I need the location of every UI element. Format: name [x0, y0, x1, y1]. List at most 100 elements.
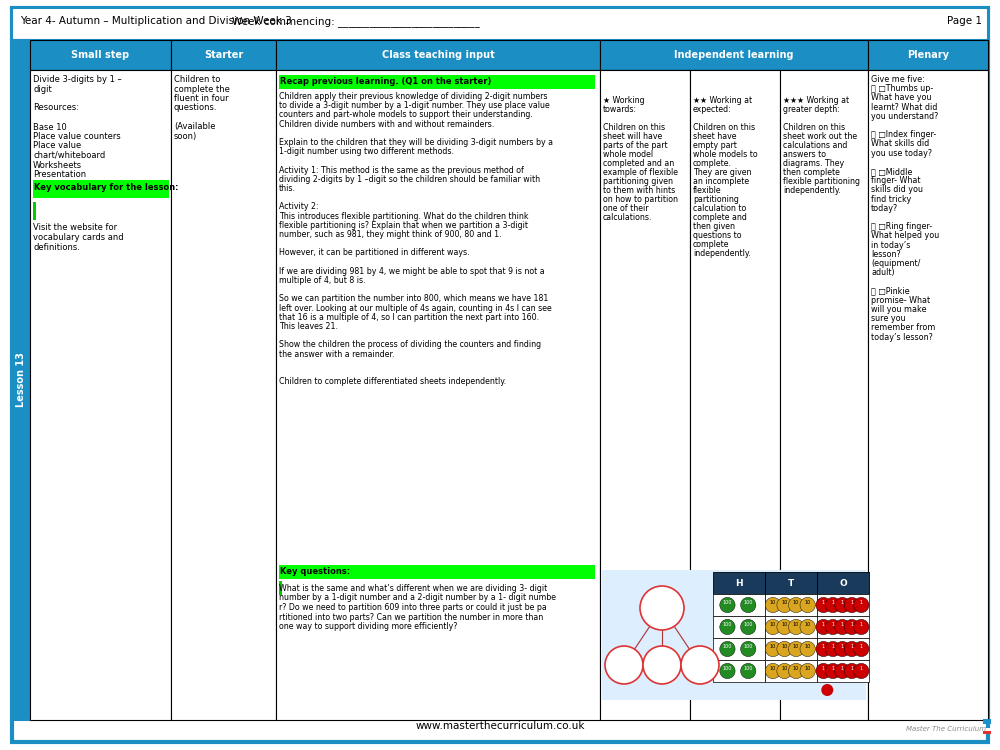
Text: ★★ Working at: ★★ Working at	[693, 96, 752, 105]
Text: example of flexible: example of flexible	[603, 168, 678, 177]
Text: 100: 100	[723, 622, 732, 628]
Text: What skills did: What skills did	[871, 140, 929, 148]
Text: rtitioned into two parts? Can we partition the number in more than: rtitioned into two parts? Can we partiti…	[279, 613, 543, 622]
Circle shape	[777, 597, 792, 613]
Bar	[602, 570, 866, 700]
Circle shape	[681, 646, 719, 684]
Bar	[279, 75, 595, 89]
Text: Children divide numbers with and without remainders.: Children divide numbers with and without…	[279, 119, 494, 128]
Text: the answer with a remainder.: the answer with a remainder.	[279, 350, 394, 358]
Text: ★★★ Working at: ★★★ Working at	[783, 96, 849, 105]
Text: 10: 10	[781, 601, 788, 605]
Bar	[868, 70, 988, 720]
Bar	[817, 594, 869, 616]
Text: O: O	[839, 578, 847, 587]
Bar	[171, 70, 276, 720]
Circle shape	[835, 663, 850, 679]
Text: Small step: Small step	[71, 50, 130, 60]
Text: you use today?: you use today?	[871, 148, 932, 158]
Text: Recap previous learning. (Q1 on the starter): Recap previous learning. (Q1 on the star…	[280, 77, 491, 86]
Circle shape	[765, 641, 781, 657]
Text: sure you: sure you	[871, 314, 906, 323]
Circle shape	[605, 646, 643, 684]
Circle shape	[720, 641, 735, 657]
Text: towards:: towards:	[603, 105, 637, 114]
Text: This introduces flexible partitioning. What do the children think: This introduces flexible partitioning. W…	[279, 211, 528, 220]
Text: Children to complete differentiated sheets independently.: Children to complete differentiated shee…	[279, 377, 506, 386]
Text: whole model: whole model	[603, 150, 653, 159]
Text: complete and: complete and	[693, 213, 747, 222]
Circle shape	[835, 641, 850, 657]
Text: independently.: independently.	[783, 186, 841, 195]
Text: partitioning given: partitioning given	[603, 177, 673, 186]
Text: Activity 2:: Activity 2:	[279, 202, 318, 211]
Text: complete the: complete the	[174, 85, 230, 94]
Text: that 16 is a multiple of 4, so I can partition the next part into 160.: that 16 is a multiple of 4, so I can par…	[279, 313, 539, 322]
Text: What helped you: What helped you	[871, 232, 939, 241]
Circle shape	[821, 684, 833, 696]
Text: fluent in four: fluent in four	[174, 94, 229, 103]
Text: multiple of 4, but 8 is.: multiple of 4, but 8 is.	[279, 276, 366, 285]
Circle shape	[800, 663, 815, 679]
Circle shape	[788, 641, 804, 657]
Text: 1: 1	[822, 622, 825, 628]
Bar	[279, 581, 282, 595]
Circle shape	[835, 620, 850, 634]
Text: ★ Working: ★ Working	[603, 96, 645, 105]
Text: 1: 1	[860, 601, 863, 605]
Circle shape	[800, 597, 815, 613]
Text: vocabulary cards and: vocabulary cards and	[33, 233, 124, 242]
Text: will you make: will you make	[871, 305, 926, 314]
Text: r? Do we need to partition 609 into three parts or could it just be pa: r? Do we need to partition 609 into thre…	[279, 603, 547, 612]
Circle shape	[741, 663, 756, 679]
Text: 1: 1	[860, 622, 863, 628]
Text: today’s lesson?: today’s lesson?	[871, 332, 933, 341]
Text: number by a 1-digit number and a 2-digit number by a 1- digit numbe: number by a 1-digit number and a 2-digit…	[279, 593, 556, 602]
Text: on how to partition: on how to partition	[603, 195, 678, 204]
Text: promise- What: promise- What	[871, 296, 930, 304]
Circle shape	[825, 620, 841, 634]
Text: diagrams. They: diagrams. They	[783, 159, 844, 168]
Text: 100: 100	[744, 667, 753, 671]
Text: 10: 10	[805, 622, 811, 628]
Text: calculation to: calculation to	[693, 204, 746, 213]
Bar	[276, 70, 600, 720]
Text: Base 10: Base 10	[33, 122, 67, 131]
Bar	[33, 179, 169, 197]
Bar	[276, 40, 600, 70]
Circle shape	[643, 646, 681, 684]
Bar	[30, 40, 171, 70]
Text: 1-digit number using two different methods.: 1-digit number using two different metho…	[279, 147, 454, 156]
Text: Working Towards: Working Towards	[601, 76, 689, 86]
Text: (equipment/: (equipment/	[871, 259, 920, 268]
Text: flexible partitioning is? Explain that when we partition a 3-digit: flexible partitioning is? Explain that w…	[279, 220, 528, 230]
Text: answers to: answers to	[783, 150, 826, 159]
Text: flexible: flexible	[693, 186, 722, 195]
Text: ⭐ □Pinkie: ⭐ □Pinkie	[871, 286, 910, 296]
Text: partitioning: partitioning	[693, 195, 739, 204]
Circle shape	[777, 663, 792, 679]
Circle shape	[788, 663, 804, 679]
Text: 10: 10	[770, 644, 776, 650]
Text: www.masterthecurriculum.co.uk: www.masterthecurriculum.co.uk	[415, 721, 585, 731]
Text: 10: 10	[781, 667, 788, 671]
Text: What is the same and what’s different when we are dividing 3- digit: What is the same and what’s different wh…	[279, 584, 547, 593]
Bar	[279, 565, 595, 579]
Text: 1: 1	[822, 601, 825, 605]
Text: Independent learning: Independent learning	[674, 50, 794, 60]
Circle shape	[765, 597, 781, 613]
Text: 100: 100	[723, 644, 732, 650]
Text: 10: 10	[770, 667, 776, 671]
Text: They are given: They are given	[693, 168, 752, 177]
Text: find tricky: find tricky	[871, 194, 911, 203]
Circle shape	[777, 641, 792, 657]
Text: today?: today?	[871, 204, 898, 213]
Text: 10: 10	[805, 667, 811, 671]
Text: 1: 1	[841, 601, 844, 605]
Text: Page 1: Page 1	[947, 16, 982, 26]
Text: sheet work out the: sheet work out the	[783, 132, 857, 141]
Circle shape	[844, 663, 860, 679]
Text: 160 ÷ 4: 160 ÷ 4	[648, 659, 676, 665]
Text: flexible partitioning: flexible partitioning	[783, 177, 860, 186]
Text: questions.: questions.	[174, 104, 218, 112]
